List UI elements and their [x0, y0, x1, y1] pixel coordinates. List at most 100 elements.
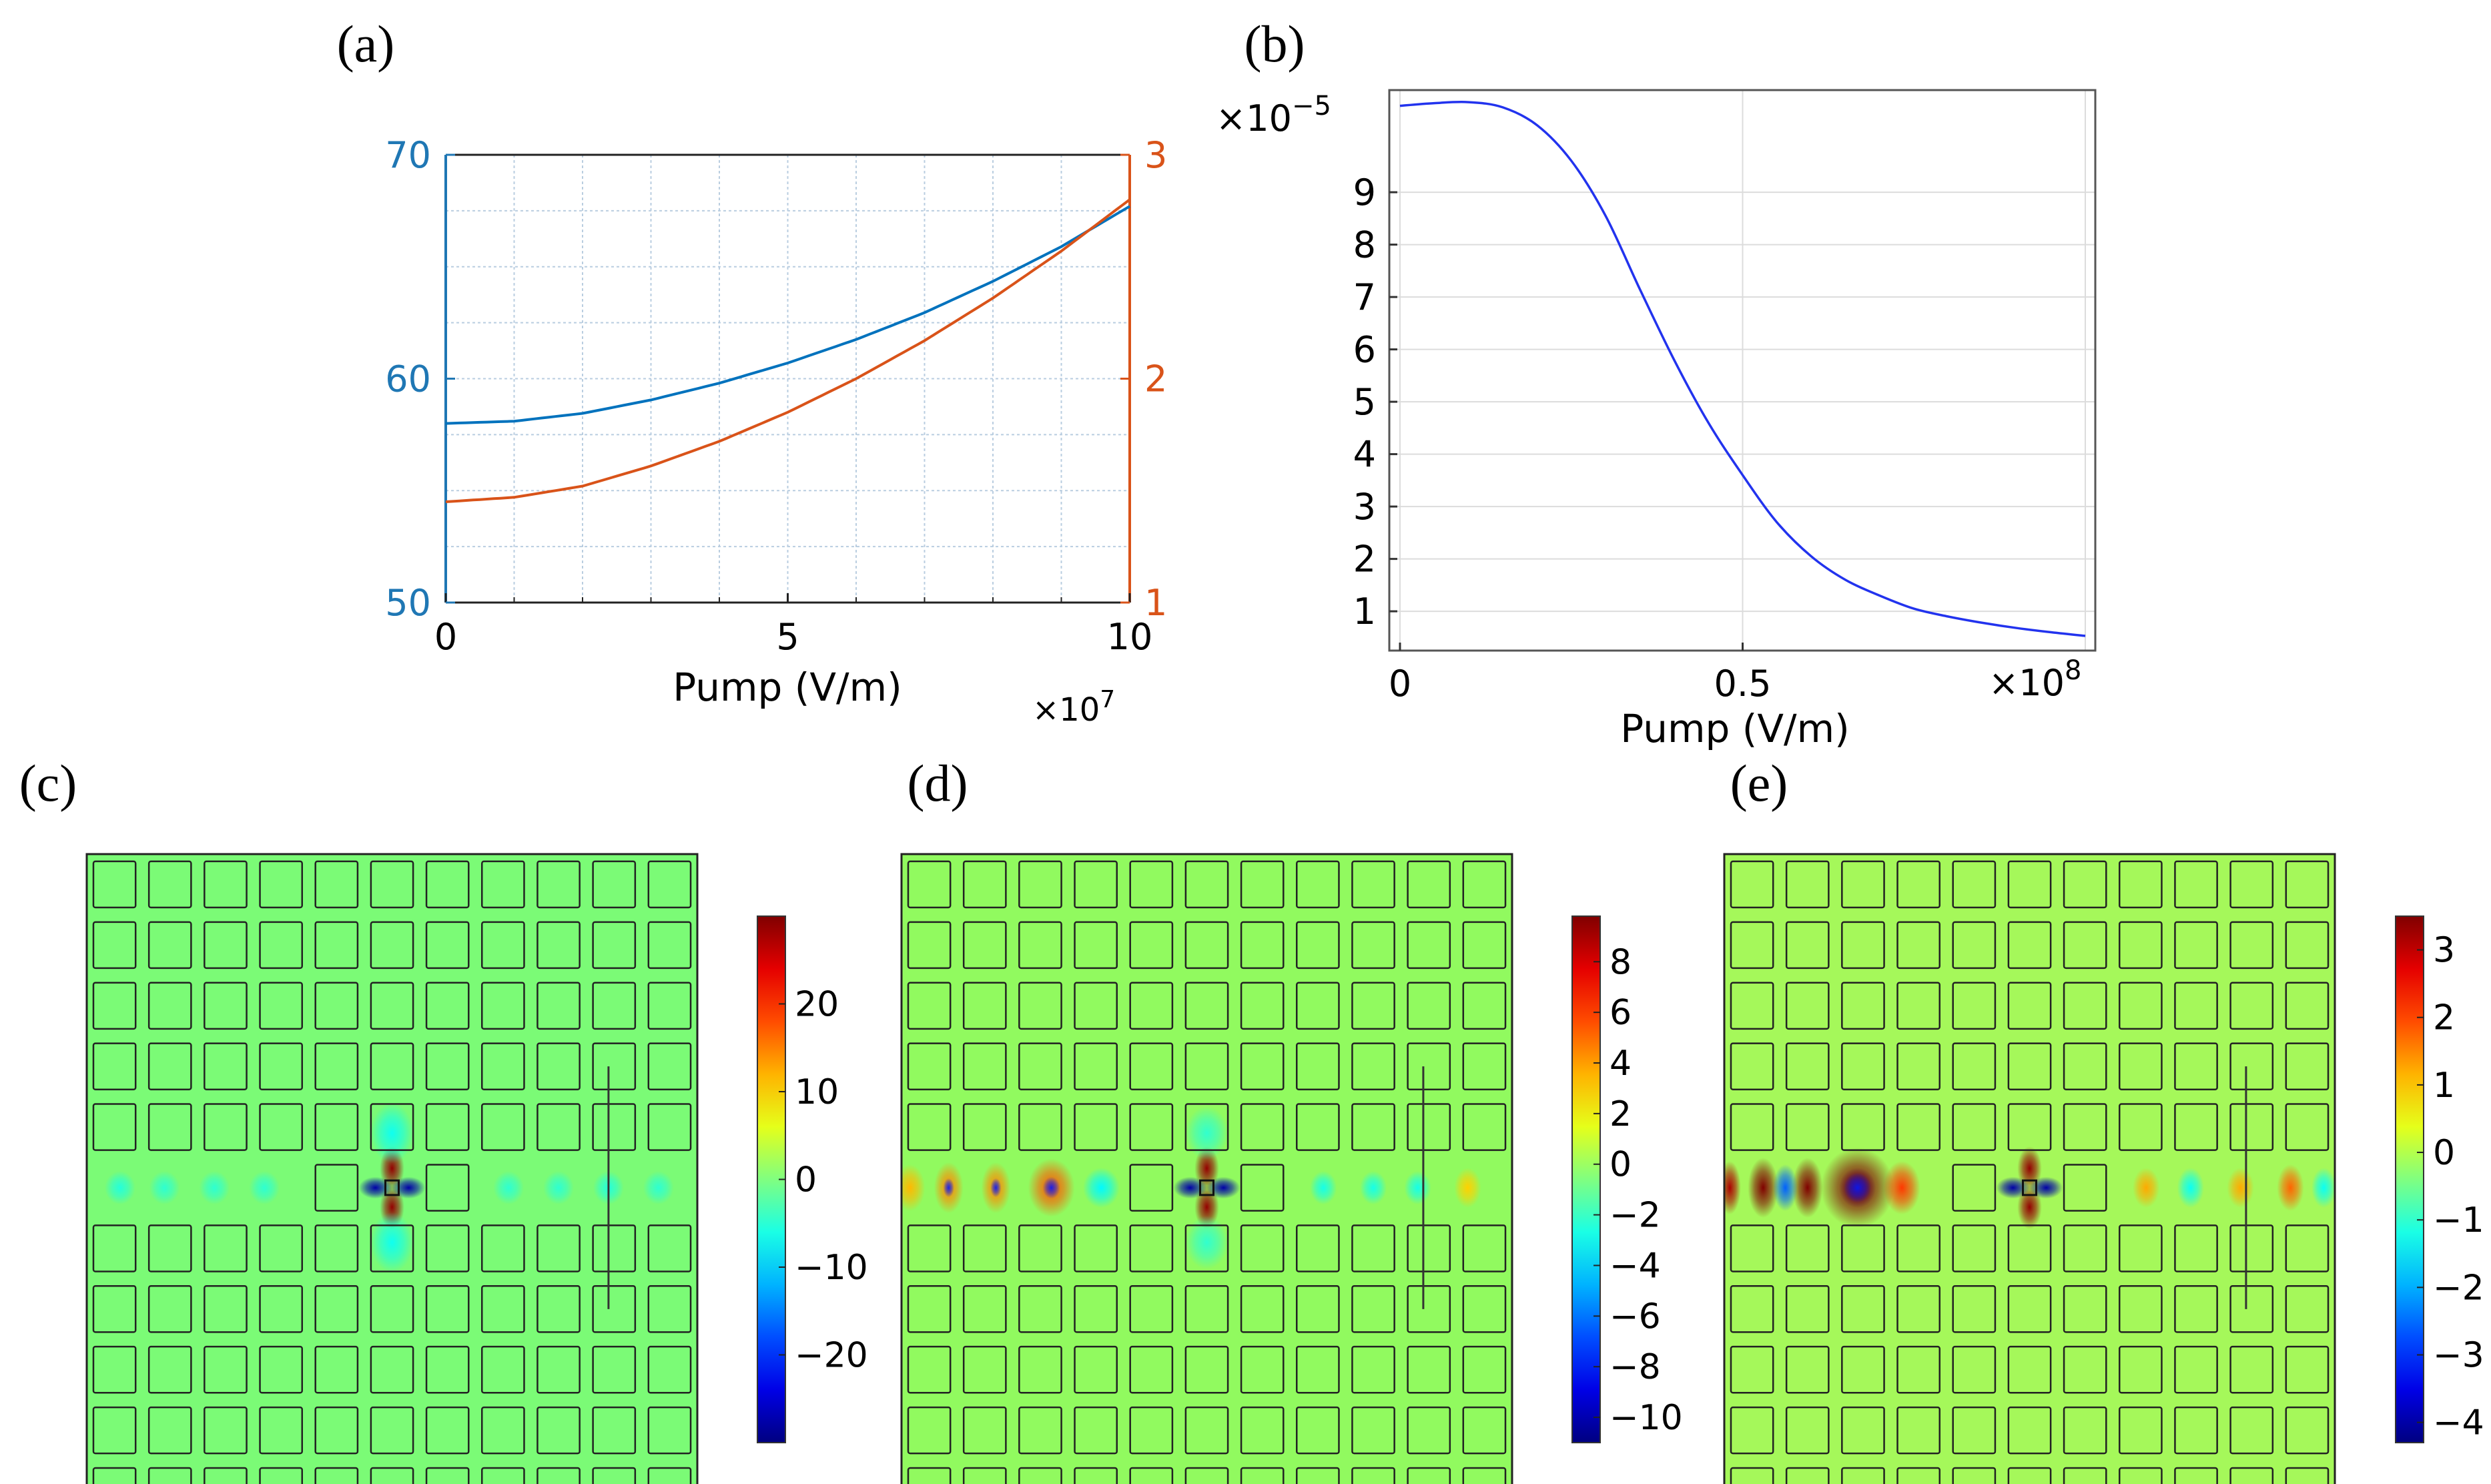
field-spot: [2177, 1168, 2204, 1208]
rod: [1184, 921, 1229, 970]
rod: [1129, 1103, 1174, 1151]
rod: [2063, 1224, 2107, 1272]
rod: [2174, 1224, 2218, 1272]
rod: [259, 1467, 303, 1484]
y-tick-label: 1: [1353, 591, 1376, 633]
rod: [537, 1467, 581, 1484]
rod: [204, 860, 248, 909]
rod: [425, 1406, 470, 1455]
rod: [2063, 1042, 2107, 1090]
rod: [1952, 1164, 1997, 1212]
rod: [1074, 1406, 1118, 1455]
rod: [647, 1467, 692, 1484]
rod: [2119, 1224, 2163, 1272]
rod: [907, 860, 952, 909]
rod: [314, 1224, 359, 1272]
y-multiplier: ×10−5: [1216, 91, 1331, 139]
rod: [1184, 1345, 1229, 1394]
rod: [1129, 982, 1174, 1030]
rod: [1785, 1042, 1830, 1090]
left-tick-label: 50: [385, 582, 431, 624]
rod: [1184, 1224, 1229, 1272]
rod: [592, 1103, 637, 1151]
rod: [370, 860, 414, 909]
rod: [204, 1224, 248, 1272]
rod: [1351, 860, 1395, 909]
rod: [2229, 1103, 2274, 1151]
rod: [647, 921, 692, 970]
rod: [1952, 1345, 1997, 1394]
rod: [147, 1103, 192, 1151]
rod: [147, 1224, 192, 1272]
rod: [1896, 1224, 1940, 1272]
rod: [1841, 1103, 1885, 1151]
rod: [907, 1224, 952, 1272]
rod: [2285, 860, 2330, 909]
rod: [314, 982, 359, 1030]
colorbar-tick-label: 0: [795, 1160, 817, 1200]
rod: [1184, 1103, 1229, 1151]
rod: [647, 1103, 692, 1151]
rod: [425, 982, 470, 1030]
panel-label-b: (b): [1244, 15, 1305, 73]
field-spot: [2133, 1168, 2160, 1208]
panel-label-a: (a): [337, 15, 395, 73]
rod: [1296, 1467, 1340, 1484]
rod: [314, 1042, 359, 1090]
rod: [2285, 1467, 2330, 1484]
field-spot: [1454, 1168, 1481, 1208]
rod: [1785, 921, 1830, 970]
rod: [1296, 1285, 1340, 1333]
field-spot: [370, 1103, 414, 1164]
rod: [2063, 982, 2107, 1030]
rod: [2007, 1406, 2052, 1455]
rod: [1018, 1406, 1062, 1455]
rod: [2174, 1406, 2218, 1455]
rod: [1952, 1103, 1997, 1151]
rod: [537, 1345, 581, 1394]
colorbar-tick-label: −10: [795, 1248, 868, 1288]
rod: [2119, 1042, 2163, 1090]
field-lobe-positive: [2017, 1146, 2042, 1190]
rod: [425, 1103, 470, 1151]
field-spot: [105, 1171, 135, 1204]
rod: [2063, 1406, 2107, 1455]
rod: [2174, 1345, 2218, 1394]
rod: [1296, 1224, 1340, 1272]
rod: [1896, 1103, 1940, 1151]
rod: [1462, 921, 1507, 970]
right-tick-label: 2: [1144, 358, 1167, 400]
rod: [147, 1406, 192, 1455]
rod: [1462, 1042, 1507, 1090]
rod: [2229, 982, 2274, 1030]
field-spot: [249, 1171, 280, 1204]
rod: [314, 860, 359, 909]
rod: [2063, 921, 2107, 970]
rod: [1952, 982, 1997, 1030]
rod: [2007, 860, 2052, 909]
rod: [425, 1285, 470, 1333]
rod: [537, 1285, 581, 1333]
rod: [92, 1467, 137, 1484]
rod: [370, 921, 414, 970]
field-lobe-negative: [1996, 1176, 2030, 1199]
rod: [259, 982, 303, 1030]
rod: [314, 1467, 359, 1484]
rod: [370, 982, 414, 1030]
series-line: [1399, 100, 2086, 637]
rod: [1896, 1345, 1940, 1394]
colorbar-tick-label: −2: [1610, 1196, 1661, 1236]
field-border: [1723, 853, 2336, 1484]
rod: [1074, 1042, 1118, 1090]
rod: [1407, 921, 1451, 970]
rod: [1240, 1224, 1285, 1272]
rod: [204, 1467, 248, 1484]
rod: [537, 1103, 581, 1151]
rod: [2174, 1285, 2218, 1333]
rod: [204, 1042, 248, 1090]
rod: [2174, 860, 2218, 909]
rod: [647, 1224, 692, 1272]
rod: [425, 1345, 470, 1394]
rod: [1407, 1224, 1451, 1272]
field-spot: [643, 1171, 674, 1204]
